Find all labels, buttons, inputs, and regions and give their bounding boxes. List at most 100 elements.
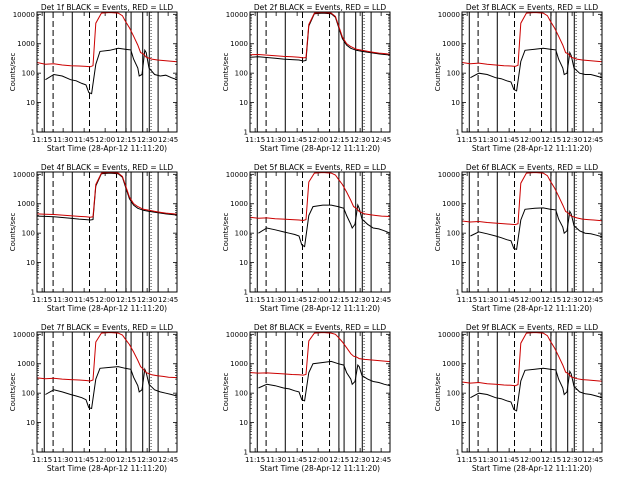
y-axis-label: Counts/sec bbox=[222, 53, 230, 92]
y-tick-label: 100 bbox=[22, 70, 35, 78]
series-line-lld bbox=[37, 172, 177, 218]
x-tick-label: 11:30 bbox=[266, 136, 286, 144]
panel-title: Det 8f BLACK = Events, RED = LLD bbox=[254, 323, 387, 332]
x-tick-label: 11:45 bbox=[287, 296, 307, 304]
y-tick-label: 10 bbox=[239, 419, 248, 427]
y-tick-label: 10000 bbox=[438, 11, 460, 19]
x-tick-label: 12:15 bbox=[329, 136, 349, 144]
x-tick-label: 11:45 bbox=[287, 136, 307, 144]
series-line-lld bbox=[462, 172, 602, 226]
x-axis-label: Start Time (28-Apr-12 11:11:20) bbox=[47, 144, 167, 153]
x-tick-label: 11:30 bbox=[266, 456, 286, 464]
x-tick-label: 11:15 bbox=[457, 296, 477, 304]
x-tick-label: 12:30 bbox=[137, 456, 157, 464]
panel-data bbox=[250, 12, 390, 132]
plot-frame bbox=[36, 331, 178, 453]
panel-data bbox=[37, 12, 177, 132]
y-tick-label: 1 bbox=[244, 129, 248, 137]
y-tick-label: 100 bbox=[235, 70, 248, 78]
panel-title: Det 9f BLACK = Events, RED = LLD bbox=[466, 323, 599, 332]
y-tick-label: 1 bbox=[244, 449, 248, 457]
x-axis-label: Start Time (28-Apr-12 11:11:20) bbox=[472, 464, 592, 473]
x-tick-label: 12:45 bbox=[371, 296, 391, 304]
x-tick-label: 12:30 bbox=[350, 136, 370, 144]
x-tick-label: 12:45 bbox=[583, 456, 603, 464]
y-tick-label: 1000 bbox=[17, 40, 35, 48]
panel-data bbox=[462, 12, 602, 132]
x-tick-label: 11:15 bbox=[457, 136, 477, 144]
x-tick-label: 12:00 bbox=[520, 456, 540, 464]
y-tick-label: 1000 bbox=[230, 360, 248, 368]
x-tick-label: 12:45 bbox=[583, 296, 603, 304]
series-line-events bbox=[258, 360, 390, 402]
y-tick-label: 10 bbox=[451, 419, 460, 427]
x-tick-label: 11:30 bbox=[53, 296, 73, 304]
y-tick-label: 10 bbox=[26, 99, 35, 107]
y-tick-label: 1 bbox=[244, 289, 248, 297]
detector-panel-3: Det 3f BLACK = Events, RED = LLD Counts/s… bbox=[434, 3, 603, 153]
x-axis-label: Start Time (28-Apr-12 11:11:20) bbox=[260, 304, 380, 313]
x-tick-label: 12:00 bbox=[308, 296, 328, 304]
x-tick-label: 12:00 bbox=[95, 296, 115, 304]
x-tick-label: 11:15 bbox=[245, 296, 265, 304]
series-line-lld bbox=[462, 332, 602, 387]
x-tick-label: 11:30 bbox=[53, 456, 73, 464]
series-line-events bbox=[470, 207, 602, 251]
plot-frame bbox=[249, 171, 391, 293]
panel-title: Det 6f BLACK = Events, RED = LLD bbox=[466, 163, 599, 172]
x-tick-label: 12:30 bbox=[137, 136, 157, 144]
panel-data bbox=[462, 332, 602, 452]
detector-panel-1: Det 1f BLACK = Events, RED = LLD Counts/s… bbox=[9, 3, 178, 153]
series-line-events bbox=[258, 203, 390, 248]
panel-data bbox=[250, 332, 390, 452]
detector-panel-7: Det 7f BLACK = Events, RED = LLD Counts/s… bbox=[9, 323, 178, 473]
x-tick-label: 12:15 bbox=[541, 456, 561, 464]
detector-panel-8: Det 8f BLACK = Events, RED = LLD Counts/s… bbox=[222, 323, 391, 473]
y-tick-label: 1 bbox=[456, 449, 460, 457]
x-tick-label: 12:15 bbox=[329, 456, 349, 464]
y-axis-label: Counts/sec bbox=[9, 213, 17, 252]
x-tick-label: 12:00 bbox=[308, 456, 328, 464]
x-tick-label: 12:45 bbox=[158, 136, 178, 144]
y-tick-label: 1000 bbox=[230, 200, 248, 208]
y-tick-label: 100 bbox=[22, 230, 35, 238]
x-tick-label: 12:15 bbox=[541, 296, 561, 304]
x-tick-label: 11:45 bbox=[74, 456, 94, 464]
y-tick-label: 1000 bbox=[442, 40, 460, 48]
x-tick-label: 12:15 bbox=[116, 296, 136, 304]
y-tick-label: 1 bbox=[456, 289, 460, 297]
detector-panel-4: Det 4f BLACK = Events, RED = LLD Counts/s… bbox=[9, 163, 178, 313]
y-tick-label: 10000 bbox=[226, 11, 248, 19]
y-tick-label: 1000 bbox=[17, 200, 35, 208]
x-tick-label: 12:15 bbox=[116, 136, 136, 144]
x-tick-label: 12:30 bbox=[562, 136, 582, 144]
x-axis-label: Start Time (28-Apr-12 11:11:20) bbox=[472, 144, 592, 153]
panel-title: Det 5f BLACK = Events, RED = LLD bbox=[254, 163, 387, 172]
y-tick-label: 1000 bbox=[230, 40, 248, 48]
series-line-lld bbox=[37, 12, 177, 68]
x-tick-label: 12:30 bbox=[137, 296, 157, 304]
series-line-events bbox=[470, 47, 602, 92]
y-tick-label: 10 bbox=[239, 99, 248, 107]
y-tick-label: 1000 bbox=[442, 200, 460, 208]
y-tick-label: 100 bbox=[447, 70, 460, 78]
series-line-lld bbox=[250, 332, 390, 376]
series-line-lld bbox=[462, 12, 602, 67]
series-line-events bbox=[45, 366, 177, 410]
plot-frame bbox=[461, 331, 603, 453]
x-tick-label: 12:00 bbox=[95, 456, 115, 464]
panel-data bbox=[250, 172, 390, 292]
x-tick-label: 11:15 bbox=[32, 296, 52, 304]
x-axis-label: Start Time (28-Apr-12 11:11:20) bbox=[47, 464, 167, 473]
x-tick-label: 12:45 bbox=[371, 136, 391, 144]
x-tick-label: 12:15 bbox=[329, 296, 349, 304]
y-tick-label: 1 bbox=[456, 129, 460, 137]
y-tick-label: 100 bbox=[447, 390, 460, 398]
y-tick-label: 10000 bbox=[226, 331, 248, 339]
series-line-events bbox=[45, 47, 177, 95]
x-tick-label: 11:30 bbox=[478, 456, 498, 464]
x-tick-label: 11:45 bbox=[74, 296, 94, 304]
x-axis-label: Start Time (28-Apr-12 11:11:20) bbox=[47, 304, 167, 313]
y-tick-label: 10 bbox=[451, 99, 460, 107]
detector-panel-5: Det 5f BLACK = Events, RED = LLD Counts/s… bbox=[222, 163, 391, 313]
